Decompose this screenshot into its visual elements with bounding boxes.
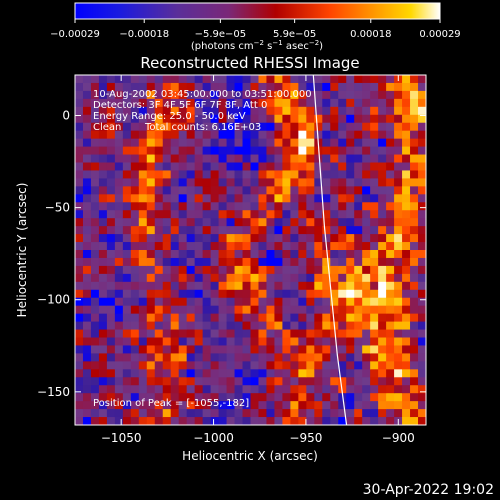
colorbar-tick-label: 0.00029 [419, 29, 460, 40]
detectors-text: Detectors: 3F 4F 5F 6F 7F 8F, Att 0 [93, 100, 267, 111]
peak-position-text: Position of Peak = [-1055,-182] [93, 398, 249, 409]
clean-text: Clean [93, 122, 121, 133]
solar-limb-line [312, 75, 348, 425]
x-tick-label: −1050 [101, 431, 142, 445]
colorbar-ticks: −0.00029 −0.00018 −5.9e−05 5.9e−05 0.00018 0.… [50, 19, 461, 40]
footer-timestamp: 30-Apr-2022 19:02 [363, 482, 494, 498]
y-axis-label: Heliocentric Y (arcsec) [15, 183, 29, 318]
y-tick-label: 0 [62, 109, 70, 123]
y-axis: 0 −50 −100 −150 [37, 109, 426, 399]
chart-title: Reconstructed RHESSI Image [140, 54, 359, 72]
y-tick-label: −50 [45, 201, 70, 215]
x-tick-label: −900 [382, 431, 415, 445]
time-range-text: 10-Aug-2002 03:45:00.000 to 03:51:00.000 [93, 89, 312, 100]
energy-range-text: Energy Range: 25.0 - 50.0 keV [93, 111, 246, 122]
colorbar-tick-label: −0.00029 [50, 29, 100, 40]
colorbar-tick-label: −0.00018 [119, 29, 169, 40]
total-counts-text: Total counts: 6.16E+03 [144, 122, 261, 133]
colorbar-unit-label: (photons cm−2 s−1 asec−2) [191, 39, 323, 52]
y-tick-label: −150 [37, 385, 70, 399]
x-axis: −1050 −1000 −950 −900 [101, 75, 415, 445]
colorbar-tick-label: 0.00018 [350, 29, 391, 40]
plot-frame [74, 74, 427, 426]
colorbar-tick-label: −5.9e−05 [195, 29, 247, 40]
colorbar-gradient [74, 2, 441, 20]
x-tick-label: −950 [289, 431, 322, 445]
y-tick-label: −100 [37, 293, 70, 307]
colorbar: −0.00029 −0.00018 −5.9e−05 5.9e−05 0.00018 0.… [50, 2, 461, 52]
heatmap-image [75, 75, 426, 425]
x-axis-label: Heliocentric X (arcsec) [182, 449, 318, 463]
x-tick-label: −1000 [193, 431, 234, 445]
colorbar-tick-label: 5.9e−05 [273, 29, 316, 40]
image-annotations: 10-Aug-2002 03:45:00.000 to 03:51:00.000… [93, 89, 312, 409]
